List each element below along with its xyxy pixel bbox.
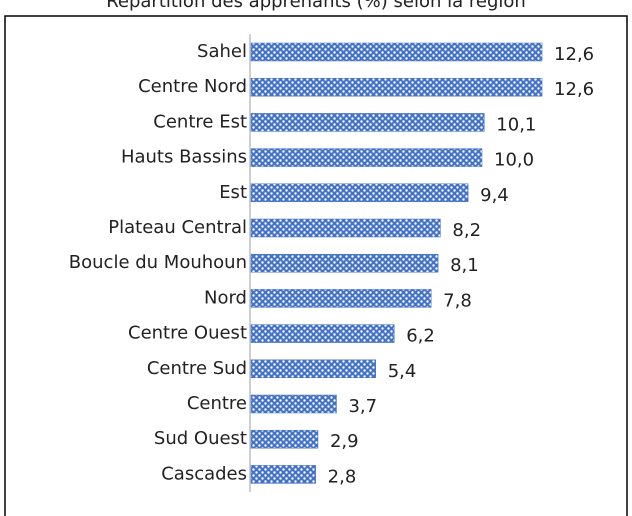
category-label: Nord — [204, 287, 247, 308]
value-label: 8,1 — [450, 255, 479, 276]
value-label: 9,4 — [480, 185, 509, 206]
value-label: 2,8 — [328, 466, 357, 487]
category-label: Est — [219, 182, 247, 203]
category-label: Centre Nord — [138, 76, 247, 97]
value-label: 5,4 — [388, 361, 417, 382]
bar — [250, 394, 337, 414]
category-label: Hauts Bassins — [121, 147, 247, 168]
chart-frame — [4, 15, 628, 516]
value-label: 12,6 — [554, 79, 594, 100]
category-label: Centre — [187, 393, 247, 414]
bar — [250, 42, 543, 62]
value-label: 8,2 — [452, 220, 481, 241]
category-label: Centre Est — [153, 111, 247, 132]
bar — [250, 183, 469, 203]
category-label: Sahel — [197, 41, 247, 62]
category-label: Boucle du Mouhoun — [69, 252, 247, 273]
value-label: 7,8 — [443, 290, 472, 311]
value-label: 3,7 — [348, 396, 377, 417]
value-label: 6,2 — [406, 326, 435, 347]
value-label: 12,6 — [554, 44, 594, 65]
bar — [250, 148, 483, 167]
category-label: Plateau Central — [108, 217, 247, 238]
category-label: Centre Sud — [147, 358, 247, 379]
chart-title: Répartition des apprenants (%) selon la … — [106, 0, 526, 12]
bar — [250, 253, 439, 273]
category-label: Cascades — [161, 463, 247, 484]
bar — [250, 465, 316, 484]
value-label: 10,1 — [496, 114, 536, 135]
bar — [250, 359, 376, 379]
category-label: Centre Ouest — [128, 323, 247, 344]
bar — [250, 289, 432, 308]
value-label: 2,9 — [330, 431, 359, 452]
bar — [250, 218, 441, 238]
bar — [250, 429, 319, 449]
bar — [250, 113, 485, 132]
category-label: Sud Ouest — [154, 428, 247, 449]
value-label: 10,0 — [494, 150, 534, 171]
bar — [250, 77, 543, 97]
bar — [250, 324, 395, 343]
